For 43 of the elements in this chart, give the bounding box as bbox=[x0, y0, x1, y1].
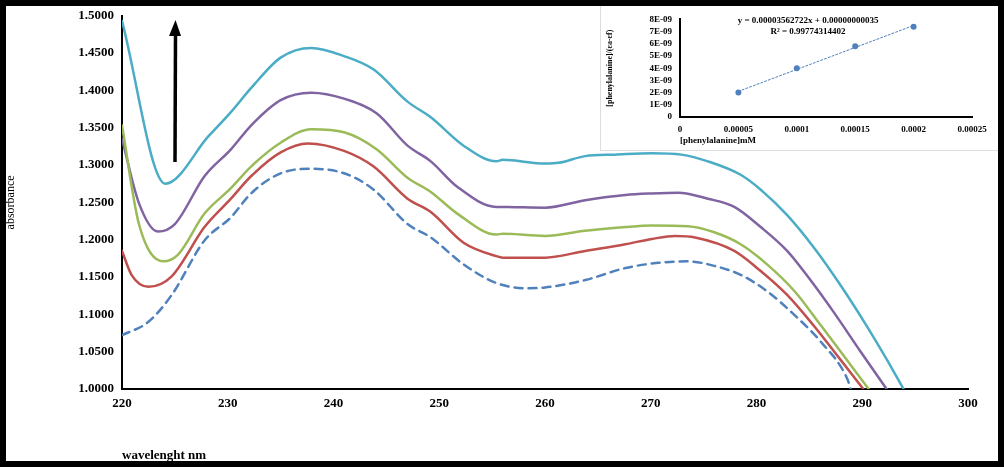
y-tick-label: 1E-09 bbox=[649, 99, 673, 110]
y-tick-label: 4E-09 bbox=[649, 62, 673, 73]
y-tick-label: 7E-09 bbox=[649, 25, 673, 36]
x-tick-label: 280 bbox=[746, 395, 767, 411]
x-tick-label: 0.00005 bbox=[723, 123, 754, 134]
y-tick-label: 1.2500 bbox=[78, 193, 114, 209]
x-tick-label: 220 bbox=[112, 395, 132, 411]
y-tick-label: 1.0500 bbox=[78, 343, 114, 359]
y-axis-title: [phenylalanine]/(εa-εf) bbox=[604, 29, 614, 107]
x-tick-label: 0.0002 bbox=[901, 123, 927, 134]
x-tick-label: 250 bbox=[429, 395, 449, 411]
x-axis-title: wavelenght nm bbox=[122, 446, 207, 462]
x-tick-label: 300 bbox=[958, 395, 978, 411]
y-tick-label: 3E-09 bbox=[649, 74, 673, 85]
y-axis-title: absorbance bbox=[3, 175, 18, 230]
x-tick-label: 0.0001 bbox=[784, 123, 810, 134]
y-tick-label: 1.3000 bbox=[78, 156, 114, 172]
y-tick-label: 5E-09 bbox=[649, 50, 673, 61]
x-tick-label: 240 bbox=[323, 395, 344, 411]
point bbox=[910, 23, 917, 30]
y-tick-label: 1.3500 bbox=[78, 119, 114, 135]
y-tick-label: 1.1500 bbox=[78, 268, 114, 284]
y-tick-label: 1.5000 bbox=[78, 7, 114, 23]
y-tick-label: 2E-09 bbox=[649, 86, 673, 97]
y-tick-label: 1.1000 bbox=[78, 305, 114, 321]
y-tick-label: 1.4500 bbox=[78, 44, 114, 60]
y-tick-label: 8E-09 bbox=[649, 13, 673, 24]
x-tick-label: 0 bbox=[677, 123, 683, 134]
y-tick-label: 6E-09 bbox=[649, 38, 673, 49]
y-tick-label: 1.4000 bbox=[78, 81, 114, 97]
y-tick-label: 1.2000 bbox=[78, 231, 114, 247]
y-tick-label: 0 bbox=[667, 111, 673, 122]
x-tick-label: 0.00025 bbox=[957, 123, 988, 134]
x-axis-title: [phenylalanine]mM bbox=[680, 134, 757, 145]
x-tick-label: 260 bbox=[535, 395, 555, 411]
annotation: R² = 0.99774314402 bbox=[770, 25, 847, 36]
x-tick-label: 230 bbox=[218, 395, 238, 411]
y-tick-label: 1.0000 bbox=[78, 380, 114, 396]
point bbox=[852, 43, 859, 50]
x-tick-label: 270 bbox=[641, 395, 661, 411]
annotation: y = 0.00003562722x + 0.00000000035 bbox=[737, 14, 879, 25]
x-tick-label: 0.00015 bbox=[840, 123, 871, 134]
x-tick-label: 290 bbox=[852, 395, 872, 411]
